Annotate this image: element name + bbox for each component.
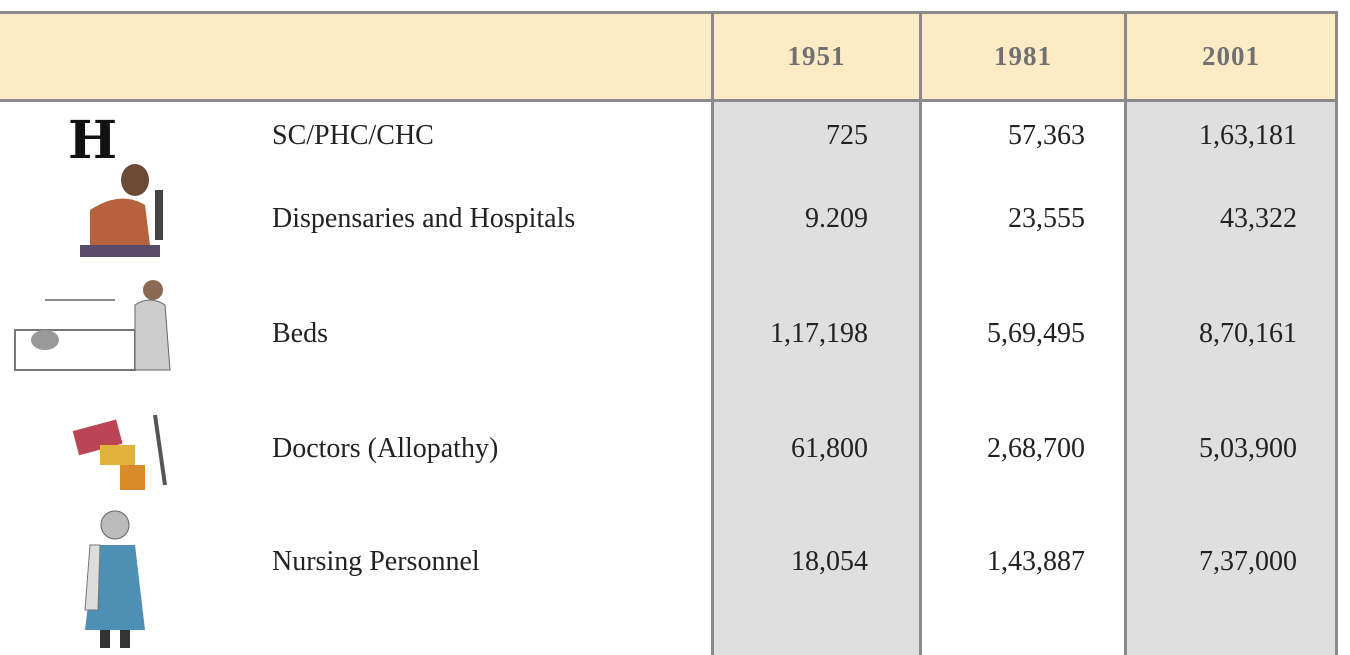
year-header: 1981 xyxy=(994,41,1052,71)
cell-value: 2,68,700 xyxy=(987,433,1085,464)
cell-value: 18,054 xyxy=(791,546,868,577)
row-label: Dispensaries and Hospitals xyxy=(272,203,576,234)
cell-value: 5,69,495 xyxy=(987,318,1085,349)
cell-value: 43,322 xyxy=(1220,203,1297,234)
row-label: Nursing Personnel xyxy=(272,546,480,577)
header-row xyxy=(0,12,1338,100)
medicine-icon xyxy=(72,414,167,490)
cell-value: 1,17,198 xyxy=(770,318,868,349)
cell-value: 5,03,900 xyxy=(1199,433,1297,464)
row-label: SC/PHC/CHC xyxy=(272,120,434,151)
border xyxy=(711,12,714,655)
border xyxy=(919,12,922,655)
border xyxy=(0,11,1338,14)
row-label: Doctors (Allopathy) xyxy=(272,433,499,464)
hospital-icon: H xyxy=(68,110,118,171)
row-label: Beds xyxy=(272,318,328,349)
doctor-microscope-icon xyxy=(80,164,163,257)
cell-value: 1,43,887 xyxy=(987,546,1085,577)
border xyxy=(1335,12,1338,655)
cell-value: 57,363 xyxy=(1008,120,1085,151)
shaded-column xyxy=(1125,100,1335,655)
border xyxy=(1124,12,1127,655)
cell-value: 725 xyxy=(826,120,868,151)
cell-value: 9.209 xyxy=(805,203,868,234)
nurse-icon xyxy=(84,510,145,648)
hospital-bed-icon xyxy=(14,280,171,371)
cell-value: 7,37,000 xyxy=(1199,546,1297,577)
cell-value: 23,555 xyxy=(1008,203,1085,234)
cell-value: 8,70,161 xyxy=(1199,318,1297,349)
year-header: 1951 xyxy=(787,41,846,71)
year-header: 2001 xyxy=(1202,41,1260,71)
cell-value: 1,63,181 xyxy=(1199,120,1297,151)
border xyxy=(0,99,1338,102)
cell-value: 61,800 xyxy=(791,433,868,464)
shaded-column xyxy=(712,100,920,655)
